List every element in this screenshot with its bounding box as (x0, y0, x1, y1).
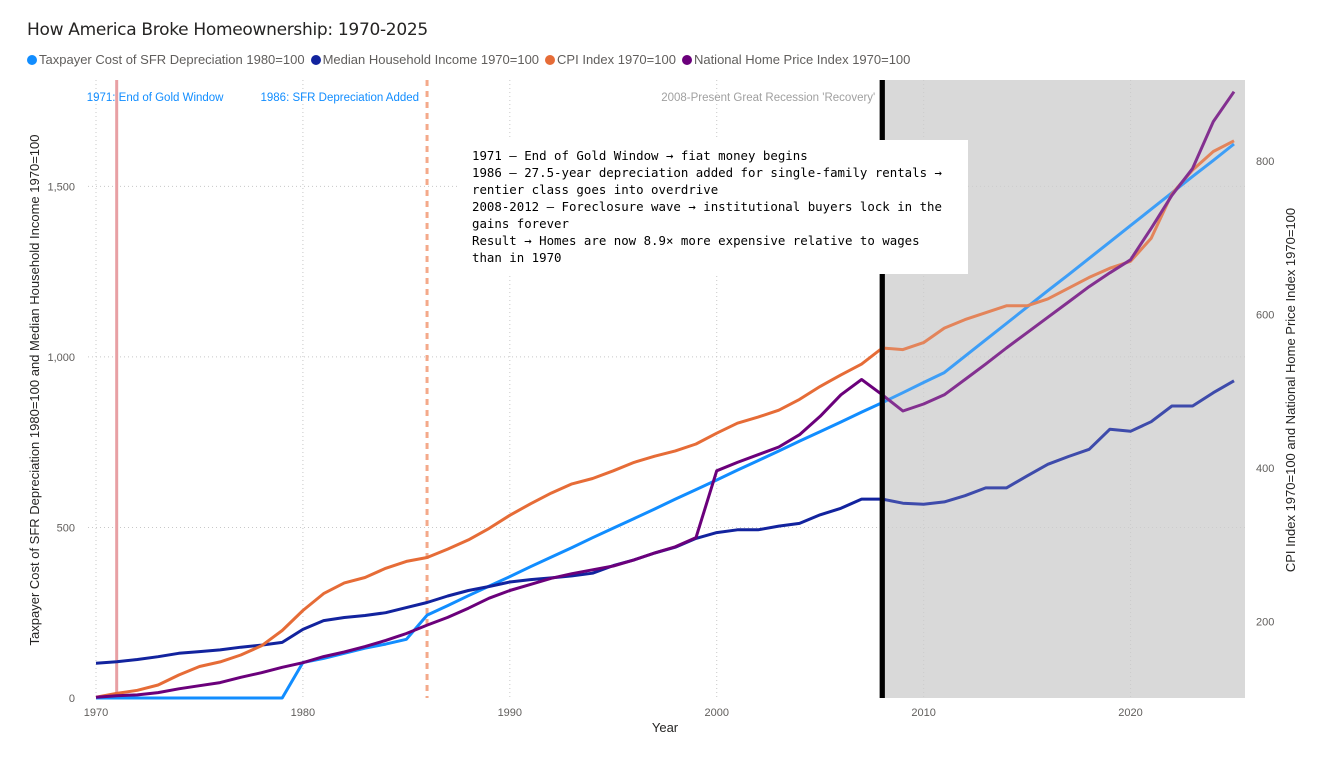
series-line (95, 90, 1236, 699)
legend-item[interactable]: Median Household Income 1970=100 (310, 52, 540, 67)
legend-marker (310, 54, 321, 65)
y-left-axis-title: Taxpayer Cost of SFR Depreciation 1980=1… (27, 135, 42, 646)
y-left-tick-label: 1,500 (47, 181, 75, 193)
annotation-line: Result → Homes are now 8.9× more expensi… (472, 233, 928, 265)
legend-marker (27, 54, 37, 65)
annotation-box: 1971 – End of Gold Window → fiat money b… (460, 140, 968, 274)
y-left-tick-label: 0 (69, 693, 75, 705)
legend-item[interactable]: National Home Price Index 1970=100 (681, 52, 911, 67)
y-left-tick-label: 500 (57, 522, 75, 534)
legend-item[interactable]: CPI Index 1970=100 (545, 52, 676, 67)
legend-item[interactable]: Taxpayer Cost of SFR Depreciation 1980=1… (27, 52, 305, 67)
series-line (96, 142, 1235, 700)
reference-label: 1971: End of Gold Window (87, 92, 224, 104)
series-line (95, 139, 1235, 699)
legend-marker (545, 54, 556, 65)
y-right-tick-label: 400 (1256, 463, 1274, 475)
x-tick-label: 1980 (291, 707, 315, 719)
annotation-line: 1971 – End of Gold Window → fiat money b… (472, 148, 808, 163)
legend-label: National Home Price Index 1970=100 (693, 52, 911, 67)
annotation-line: 2008-2012 – Foreclosure wave → instituti… (472, 199, 950, 231)
legend-marker (681, 54, 692, 65)
x-tick-label: 2010 (911, 707, 935, 719)
y-right-tick-label: 200 (1256, 616, 1274, 628)
x-tick-label: 2020 (1118, 707, 1142, 719)
legend-label: Median Household Income 1970=100 (322, 52, 540, 67)
x-axis-title: Year (652, 720, 679, 735)
x-tick-label: 2000 (704, 707, 728, 719)
legend-label: CPI Index 1970=100 (557, 52, 676, 67)
y-right-tick-label: 600 (1256, 309, 1274, 321)
reference-label: 1986: SFR Depreciation Added (261, 92, 420, 104)
x-tick-label: 1990 (498, 707, 522, 719)
chart-title: How America Broke Homeownership: 1970-20… (27, 20, 428, 40)
reference-label: 2008-Present Great Recession 'Recovery' (661, 92, 875, 104)
y-left-tick-label: 1,000 (47, 352, 75, 364)
y-right-tick-label: 800 (1256, 156, 1274, 168)
y-right-axis-title: CPI Index 1970=100 and National Home Pri… (1283, 208, 1298, 572)
x-tick-label: 1970 (84, 707, 108, 719)
legend: Taxpayer Cost of SFR Depreciation 1980=1… (27, 52, 910, 67)
annotation-line: 1986 – 27.5-year depreciation added for … (472, 165, 950, 197)
legend-label: Taxpayer Cost of SFR Depreciation 1980=1… (39, 52, 305, 67)
